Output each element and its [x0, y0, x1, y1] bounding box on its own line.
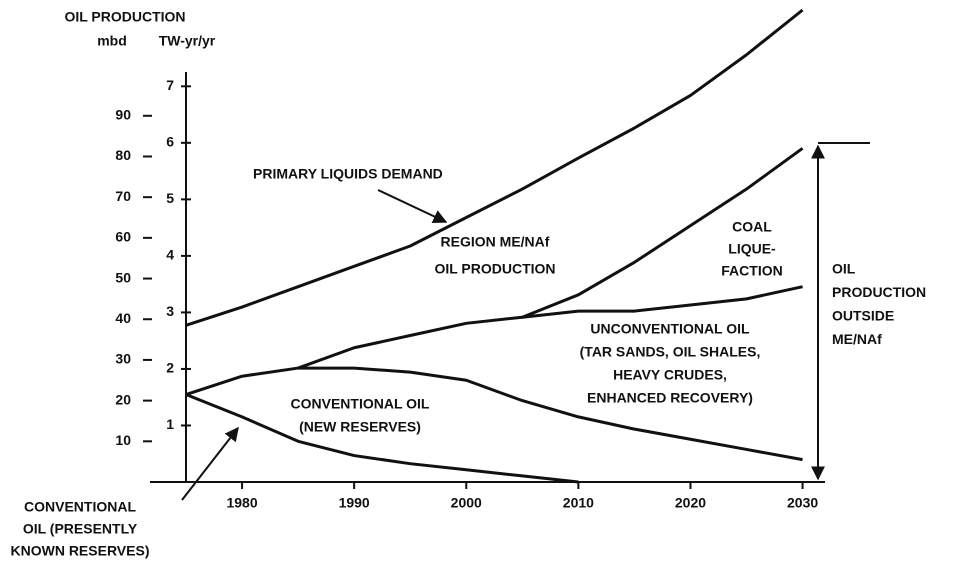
x-tick-label: 1980 — [226, 495, 257, 511]
y-tick-label: 20 — [115, 391, 131, 407]
y2-tick-label: 6 — [166, 134, 174, 150]
y2-tick-label: 5 — [166, 190, 174, 206]
y2-tick-label: 2 — [166, 360, 174, 376]
annotation: OIL PRODUCTION — [434, 261, 555, 277]
x-tick-label: 1990 — [339, 495, 370, 511]
y-tick-label: 60 — [115, 229, 131, 245]
annotation: OUTSIDE — [832, 308, 894, 324]
y-axis-label: mbd — [97, 33, 127, 49]
pointer-arrow — [181, 426, 239, 501]
y-tick-label: 40 — [115, 310, 131, 326]
data-line — [522, 285, 803, 319]
y-tick-label: 90 — [115, 106, 131, 122]
pointer-arrow — [377, 189, 448, 223]
y2-axis-label: TW-yr/yr — [159, 33, 216, 49]
annotation: OIL — [832, 261, 856, 277]
annotation: ENHANCED RECOVERY) — [587, 390, 753, 406]
y2-tick-label: 4 — [166, 247, 174, 263]
annotation: (NEW RESERVES) — [299, 419, 421, 435]
y2-tick-label: 7 — [166, 77, 174, 93]
annotation: OIL (PRESENTLY — [23, 521, 138, 537]
annotation: HEAVY CRUDES, — [613, 367, 727, 383]
x-tick-label: 2000 — [451, 495, 482, 511]
annotation: UNCONVENTIONAL OIL — [590, 321, 750, 337]
y-tick-label: 30 — [115, 351, 131, 367]
y-tick-label: 50 — [115, 269, 131, 285]
annotation: FACTION — [721, 263, 782, 279]
annotation: ME/NAf — [832, 331, 882, 347]
y-tick-label: 10 — [115, 432, 131, 448]
annotation: CONVENTIONAL OIL — [291, 396, 430, 412]
annotation: LIQUE- — [728, 241, 776, 257]
x-tick-label: 2030 — [787, 495, 818, 511]
data-line — [298, 366, 803, 462]
annotation: PRODUCTION — [832, 284, 926, 300]
annotation: REGION ME/NAf — [441, 234, 550, 250]
x-tick-label: 2010 — [563, 495, 594, 511]
annotation: (TAR SANDS, OIL SHALES, — [580, 344, 761, 360]
x-tick-label: 2020 — [675, 495, 706, 511]
y-tick-label: 70 — [115, 188, 131, 204]
annotation: COAL — [732, 219, 772, 235]
annotation: CONVENTIONAL — [24, 499, 136, 515]
y2-tick-label: 1 — [166, 416, 174, 432]
y-tick-label: 80 — [115, 147, 131, 163]
y2-tick-label: 3 — [166, 303, 174, 319]
annotation: KNOWN RESERVES) — [11, 543, 150, 559]
data-line — [185, 393, 579, 484]
data-line — [185, 147, 804, 396]
data-line — [185, 8, 804, 327]
axis-title: OIL PRODUCTION — [64, 9, 185, 25]
annotation: PRIMARY LIQUIDS DEMAND — [253, 166, 443, 182]
